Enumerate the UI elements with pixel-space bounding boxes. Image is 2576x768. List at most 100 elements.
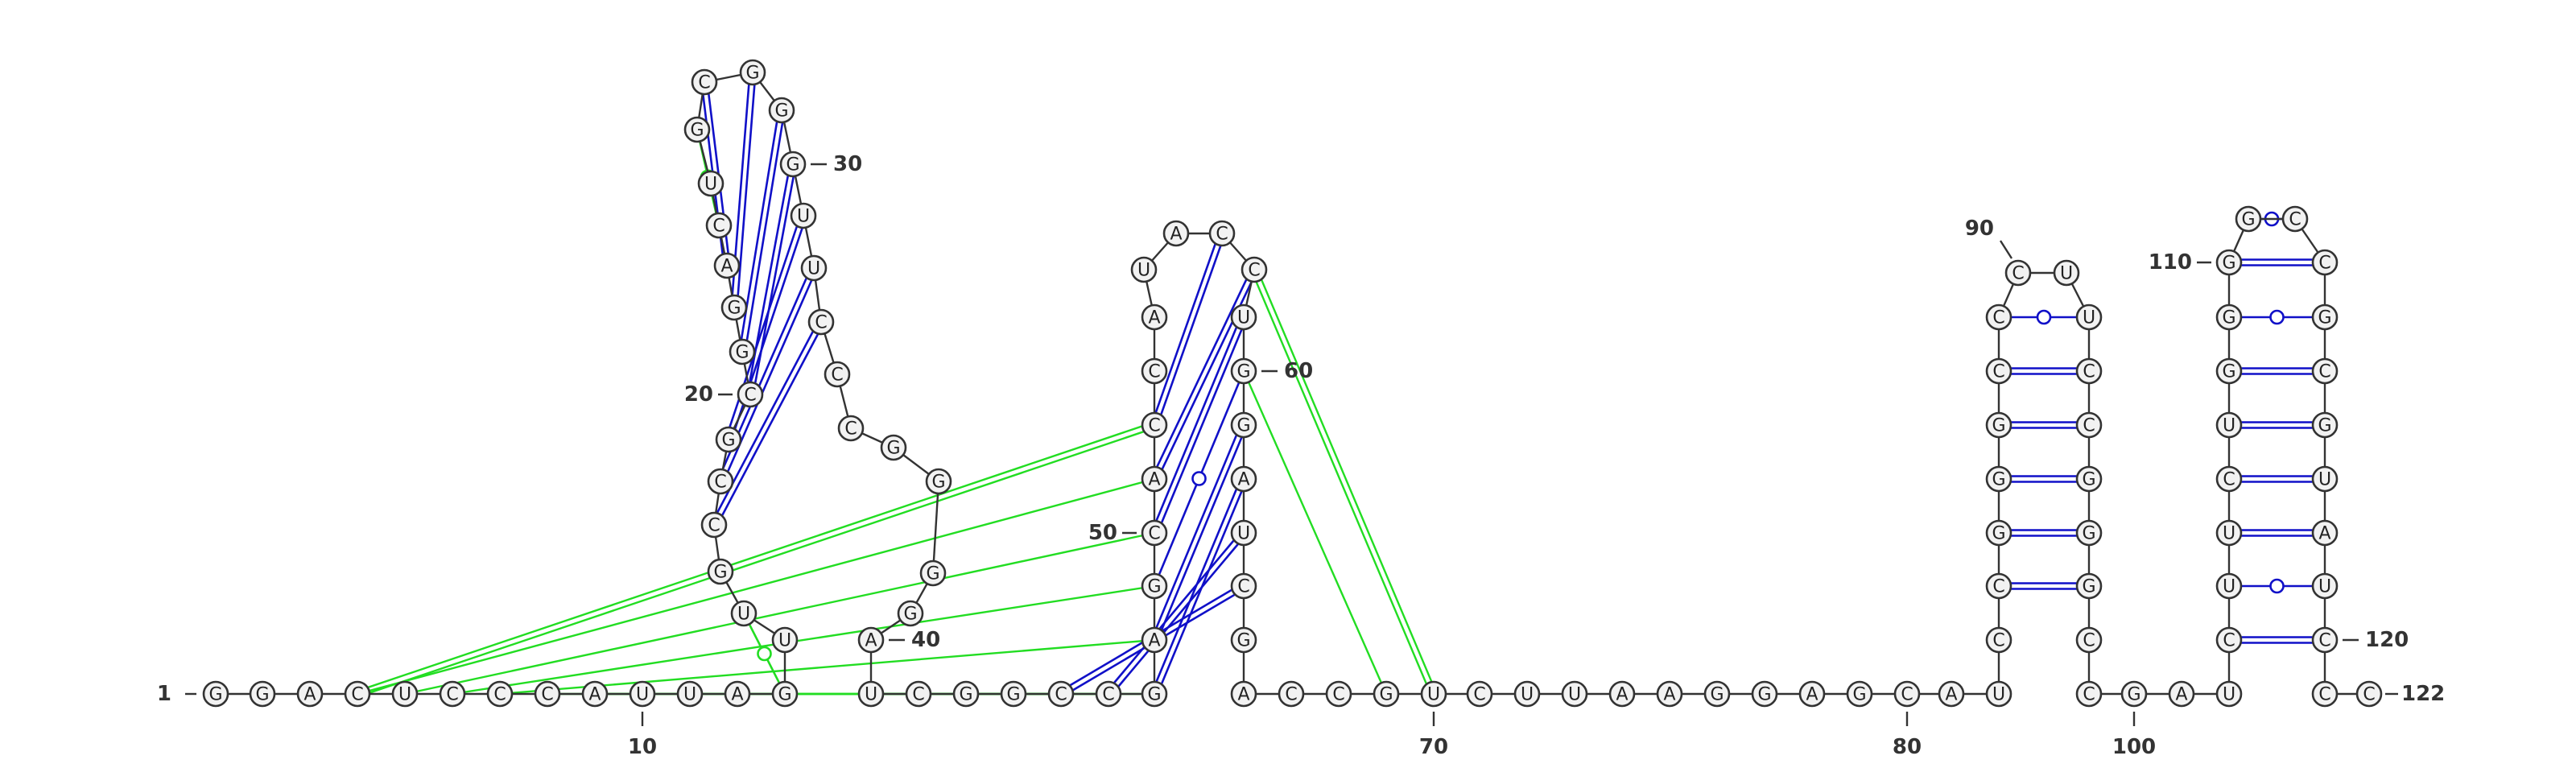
- nucleotide: U: [730, 600, 758, 627]
- nucleotide-circle: [897, 600, 924, 627]
- nucleotide-letter: C: [446, 685, 458, 705]
- nucleotide-circle: [790, 202, 817, 229]
- nucleotide: G: [2311, 411, 2339, 439]
- nucleotide-circle: [1141, 680, 1168, 708]
- nucleotide: G: [720, 294, 748, 321]
- nucleotide-circle: [1047, 680, 1075, 708]
- nucleotide-letter: G: [1992, 470, 2005, 490]
- nucleotide-circle: [2311, 411, 2339, 439]
- nucleotide: G: [2075, 572, 2103, 600]
- nucleotide-circle: [1608, 680, 1636, 708]
- nucleotide: A: [1938, 680, 1965, 708]
- nucleotide-letter: U: [1521, 685, 1534, 705]
- nucleotide-circle: [837, 415, 865, 442]
- nucleotide: C: [534, 680, 561, 708]
- nucleotide-letter: C: [815, 313, 827, 333]
- nucleotide-letter: G: [1379, 685, 1393, 705]
- nucleotide: C: [2355, 680, 2383, 708]
- nucleotide: G: [925, 468, 952, 495]
- nucleotide-circle: [771, 626, 799, 654]
- tertiary-pair: [404, 531, 1155, 696]
- nucleotide-circle: [1141, 519, 1168, 547]
- nucleotide: A: [2311, 519, 2339, 547]
- watson-crick-pair: [1105, 530, 1243, 693]
- nucleotide: G: [707, 558, 734, 585]
- nucleotide-circle: [1230, 680, 1257, 708]
- nucleotide: C: [1095, 680, 1122, 708]
- nucleotide-circle: [2075, 357, 2103, 385]
- nucleotide: C: [1893, 680, 1921, 708]
- nucleotide: G: [1141, 680, 1168, 708]
- nucleotide-circle: [2215, 249, 2243, 276]
- nucleotide: G: [1373, 680, 1400, 708]
- nucleotide-circle: [2355, 680, 2383, 708]
- nucleotide: G: [771, 680, 799, 708]
- nucleotide: G: [779, 151, 807, 178]
- nucleotide-letter: C: [1148, 524, 1160, 544]
- nucleotide-letter: G: [1992, 524, 2005, 544]
- nucleotide-letter: G: [2127, 685, 2140, 705]
- tertiary-pair: [357, 427, 1156, 698]
- nucleotide-letter: C: [744, 386, 756, 406]
- nucleotide-circle: [1000, 680, 1027, 708]
- nucleotide: C: [2075, 626, 2103, 654]
- nucleotide-letter: G: [1147, 577, 1161, 597]
- nucleotide-circle: [737, 381, 764, 408]
- nucleotide-letter: A: [588, 685, 601, 705]
- nucleotide: G: [952, 680, 980, 708]
- nucleotide: C: [1141, 411, 1168, 439]
- nucleotide: U: [2215, 519, 2243, 547]
- nucleotide-letter: A: [1806, 685, 1818, 705]
- nucleotide: U: [1420, 680, 1447, 708]
- nucleotide: C: [2311, 626, 2339, 654]
- nucleotide: C: [1985, 357, 2013, 385]
- nucleotide-letter: C: [1248, 261, 1260, 281]
- nucleotide: C: [486, 680, 514, 708]
- nucleotide-letter: C: [2318, 631, 2330, 651]
- nucleotide-letter: C: [2223, 470, 2235, 490]
- nucleotide-circle: [952, 680, 980, 708]
- tertiary-pair: [356, 421, 1154, 692]
- nucleotide-letter: U: [1137, 261, 1150, 281]
- nucleotide-letter: U: [1237, 308, 1250, 328]
- nucleotide-circle: [1325, 680, 1352, 708]
- position-number: 1: [157, 682, 171, 706]
- nucleotide-circle: [1141, 303, 1168, 331]
- nucleotide-circle: [730, 600, 758, 627]
- nucleotide-circle: [713, 252, 741, 279]
- nucleotide: A: [2168, 680, 2195, 708]
- nucleotide-circle: [202, 680, 229, 708]
- nucleotide: C: [807, 308, 835, 336]
- nucleotide-circle: [2311, 465, 2339, 493]
- nucleotide-letter: U: [737, 605, 750, 625]
- nucleotide: U: [1230, 303, 1257, 331]
- nucleotide-circle: [800, 254, 828, 282]
- nucleotide-letter: G: [959, 685, 972, 705]
- nucleotide-letter: A: [1663, 685, 1675, 705]
- nucleotide: U: [2053, 259, 2080, 287]
- nucleotide-circle: [2311, 303, 2339, 331]
- watson-crick-pair: [736, 72, 757, 308]
- nucleotide-letter: G: [1236, 362, 1250, 382]
- nucleotide-circle: [249, 680, 276, 708]
- nucleotide-circle: [2311, 519, 2339, 547]
- nucleotide: C: [2075, 357, 2103, 385]
- nucleotide: C: [1278, 680, 1305, 708]
- nucleotide-letter: U: [797, 207, 810, 227]
- nucleotide: G: [715, 426, 742, 453]
- nucleotide-letter: G: [727, 299, 741, 319]
- nucleotide: C: [824, 361, 851, 388]
- watson-crick-pair: [1150, 267, 1253, 479]
- nucleotide-letter: G: [745, 64, 759, 84]
- nucleotide: C: [1208, 220, 1236, 247]
- nucleotide: C: [2004, 259, 2032, 287]
- nucleotide: G: [2215, 357, 2243, 385]
- nucleotide-letter: U: [778, 631, 791, 651]
- nucleotide-circle: [2215, 626, 2243, 654]
- nucleotide-letter: U: [398, 685, 411, 705]
- nucleotide: C: [1047, 680, 1075, 708]
- nucleotide-letter: C: [2289, 210, 2301, 230]
- nucleotide-circle: [2215, 465, 2243, 493]
- nucleotide-letter: C: [2318, 685, 2330, 705]
